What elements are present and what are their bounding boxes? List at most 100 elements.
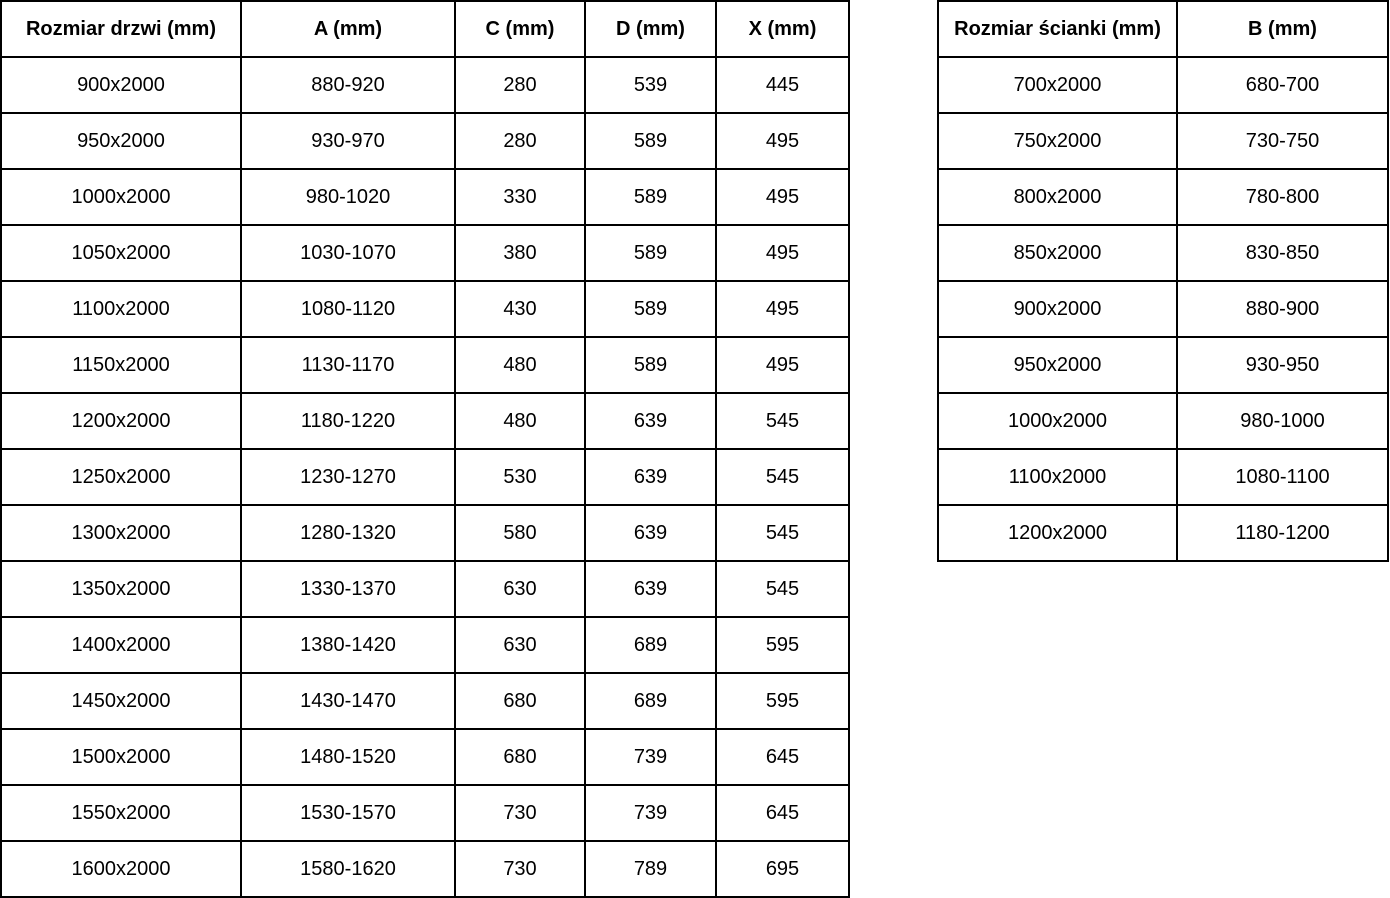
- table-row: 1600x2000 1580-1620 730 789 695: [0, 840, 850, 898]
- table-cell: 1050x2000: [0, 224, 242, 282]
- table-cell: 495: [715, 224, 850, 282]
- table-cell: 595: [715, 616, 850, 674]
- table-cell: 545: [715, 504, 850, 562]
- wall-table-header: Rozmiar ścianki (mm) B (mm): [937, 0, 1389, 58]
- table-cell: 330: [454, 168, 586, 226]
- table-row: 1550x2000 1530-1570 730 739 645: [0, 784, 850, 842]
- table-cell: 1430-1470: [240, 672, 456, 730]
- table-row: 800x2000 780-800: [937, 168, 1389, 226]
- table-cell: 495: [715, 168, 850, 226]
- table-cell: 1530-1570: [240, 784, 456, 842]
- table-cell: 1480-1520: [240, 728, 456, 786]
- table-cell: 445: [715, 56, 850, 114]
- table-cell: 1200x2000: [937, 504, 1178, 562]
- table-row: 1450x2000 1430-1470 680 689 595: [0, 672, 850, 730]
- table-cell: 630: [454, 616, 586, 674]
- table-cell: 545: [715, 560, 850, 618]
- header-row: Rozmiar drzwi (mm) A (mm) C (mm) D (mm) X (m…: [0, 0, 850, 58]
- table-cell: 900x2000: [937, 280, 1178, 338]
- table-row: 1100x2000 1080-1120 430 589 495: [0, 280, 850, 338]
- table-cell: 589: [584, 280, 717, 338]
- table-row: 1400x2000 1380-1420 630 689 595: [0, 616, 850, 674]
- table-cell: 645: [715, 728, 850, 786]
- table-row: 1350x2000 1330-1370 630 639 545: [0, 560, 850, 618]
- table-cell: 780-800: [1176, 168, 1389, 226]
- table-cell: 980-1020: [240, 168, 456, 226]
- table-cell: 280: [454, 56, 586, 114]
- table-row: 1250x2000 1230-1270 530 639 545: [0, 448, 850, 506]
- wall-table-body: 700x2000 680-700 750x2000 730-750 800x2000 78…: [937, 56, 1389, 562]
- table-cell: 1080-1100: [1176, 448, 1389, 506]
- table-cell: 1180-1200: [1176, 504, 1389, 562]
- table-cell: 595: [715, 672, 850, 730]
- table-cell: 1180-1220: [240, 392, 456, 450]
- table-cell: 1000x2000: [0, 168, 242, 226]
- door-size-table: Rozmiar drzwi (mm) A (mm) C (mm) D (mm) X (m…: [0, 0, 850, 898]
- table-cell: 900x2000: [0, 56, 242, 114]
- table-cell: 789: [584, 840, 717, 898]
- table-cell: 930-970: [240, 112, 456, 170]
- table-cell: 430: [454, 280, 586, 338]
- table-cell: 830-850: [1176, 224, 1389, 282]
- table-cell: 645: [715, 784, 850, 842]
- table-row: 1050x2000 1030-1070 380 589 495: [0, 224, 850, 282]
- table-cell: 1330-1370: [240, 560, 456, 618]
- column-header: B (mm): [1176, 0, 1389, 58]
- table-cell: 680-700: [1176, 56, 1389, 114]
- column-header: D (mm): [584, 0, 717, 58]
- table-cell: 639: [584, 392, 717, 450]
- table-cell: 680: [454, 672, 586, 730]
- table-cell: 589: [584, 336, 717, 394]
- table-cell: 1100x2000: [937, 448, 1178, 506]
- table-cell: 880-920: [240, 56, 456, 114]
- table-cell: 530: [454, 448, 586, 506]
- table-row: 750x2000 730-750: [937, 112, 1389, 170]
- table-cell: 630: [454, 560, 586, 618]
- table-cell: 880-900: [1176, 280, 1389, 338]
- table-cell: 680: [454, 728, 586, 786]
- header-row: Rozmiar ścianki (mm) B (mm): [937, 0, 1389, 58]
- table-cell: 589: [584, 224, 717, 282]
- table-row: 950x2000 930-970 280 589 495: [0, 112, 850, 170]
- door-table-body: 900x2000 880-920 280 539 445 950x2000 930-970 2…: [0, 56, 850, 898]
- table-cell: 589: [584, 168, 717, 226]
- table-cell: 480: [454, 336, 586, 394]
- table-cell: 589: [584, 112, 717, 170]
- table-cell: 730-750: [1176, 112, 1389, 170]
- table-cell: 695: [715, 840, 850, 898]
- table-cell: 1000x2000: [937, 392, 1178, 450]
- table-cell: 980-1000: [1176, 392, 1389, 450]
- column-header: X (mm): [715, 0, 850, 58]
- table-row: 950x2000 930-950: [937, 336, 1389, 394]
- table-cell: 930-950: [1176, 336, 1389, 394]
- table-cell: 480: [454, 392, 586, 450]
- column-header: A (mm): [240, 0, 456, 58]
- table-cell: 739: [584, 728, 717, 786]
- table-cell: 1250x2000: [0, 448, 242, 506]
- table-row: 700x2000 680-700: [937, 56, 1389, 114]
- table-cell: 639: [584, 504, 717, 562]
- table-cell: 689: [584, 616, 717, 674]
- table-cell: 280: [454, 112, 586, 170]
- table-cell: 545: [715, 448, 850, 506]
- table-cell: 545: [715, 392, 850, 450]
- table-cell: 1580-1620: [240, 840, 456, 898]
- table-cell: 380: [454, 224, 586, 282]
- table-cell: 1600x2000: [0, 840, 242, 898]
- table-cell: 1080-1120: [240, 280, 456, 338]
- table-cell: 850x2000: [937, 224, 1178, 282]
- table-cell: 580: [454, 504, 586, 562]
- wall-size-table: Rozmiar ścianki (mm) B (mm) 700x2000 680-7…: [937, 0, 1389, 562]
- table-cell: 950x2000: [0, 112, 242, 170]
- table-cell: 1280-1320: [240, 504, 456, 562]
- table-cell: 1400x2000: [0, 616, 242, 674]
- column-header: Rozmiar ścianki (mm): [937, 0, 1178, 58]
- table-cell: 495: [715, 280, 850, 338]
- table-cell: 1350x2000: [0, 560, 242, 618]
- table-cell: 689: [584, 672, 717, 730]
- table-cell: 639: [584, 560, 717, 618]
- table-row: 1150x2000 1130-1170 480 589 495: [0, 336, 850, 394]
- table-cell: 1130-1170: [240, 336, 456, 394]
- column-header: C (mm): [454, 0, 586, 58]
- table-row: 1200x2000 1180-1220 480 639 545: [0, 392, 850, 450]
